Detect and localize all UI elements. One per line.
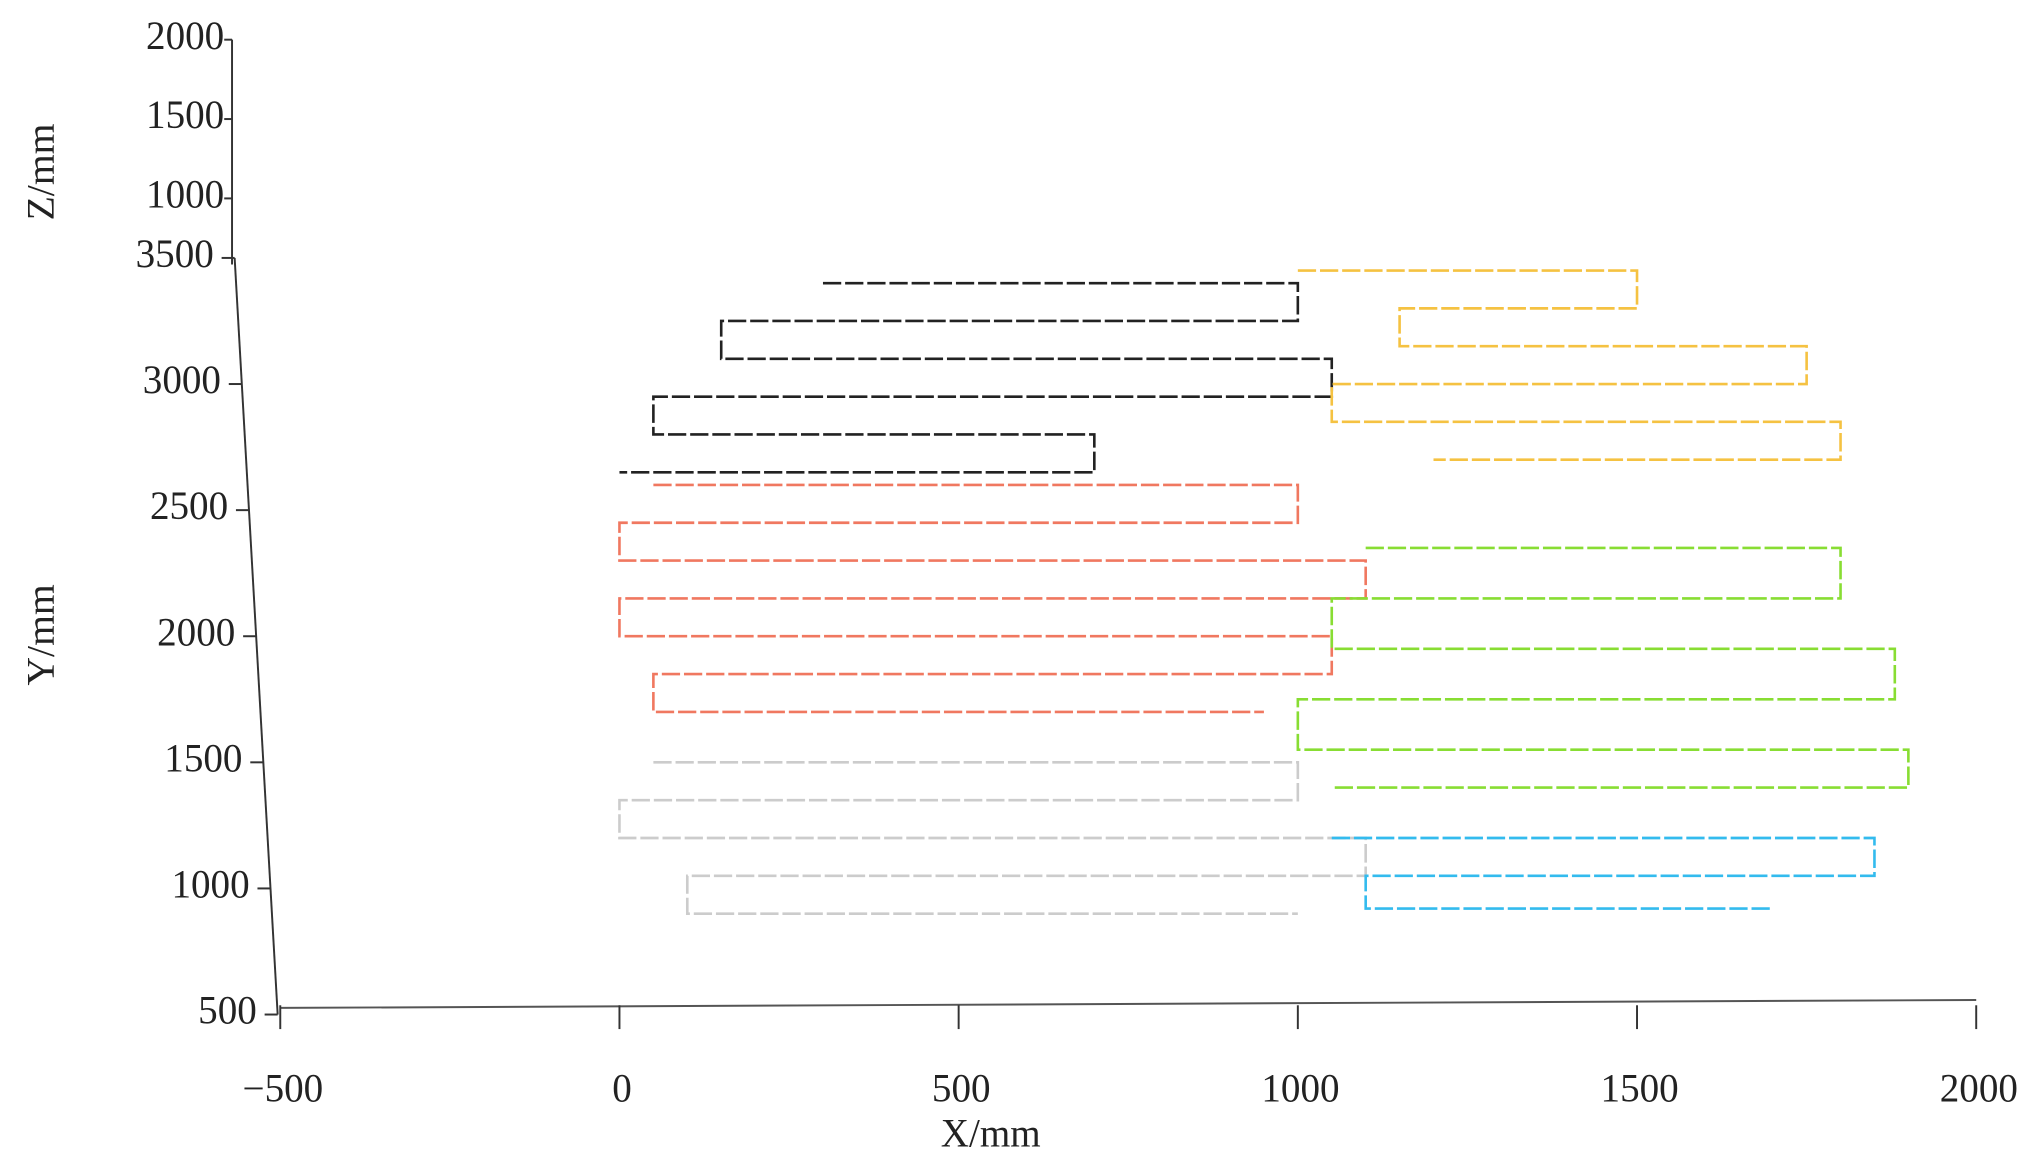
y-tick-label: 1000	[171, 862, 249, 906]
x-axis-label: X/mm	[941, 1111, 1041, 1155]
y-tick-label: 2000	[157, 610, 235, 654]
toolpath	[619, 281, 1334, 474]
toolpath	[618, 483, 1367, 714]
toolpath	[1297, 269, 1842, 462]
y-tick-label: 500	[198, 988, 257, 1032]
x-tick-label: 500	[932, 1066, 991, 1110]
x-tick-label: 0	[612, 1066, 632, 1110]
z-tick-label: 1500	[146, 93, 224, 137]
y-tick-label: 1500	[164, 736, 242, 780]
x-axis-line	[280, 998, 1977, 1009]
x-tick-label: 1500	[1601, 1066, 1679, 1110]
y-tick-label: 3500	[136, 232, 214, 276]
toolpath	[618, 761, 1367, 915]
y-tick-label: 2500	[150, 484, 228, 528]
z-tick-label: 1000	[146, 172, 224, 216]
x-tick-label: 2000	[1940, 1066, 2018, 1110]
x-tick-label: −500	[243, 1066, 324, 1110]
x-tick-label: 1000	[1261, 1066, 1339, 1110]
z-tick-label: 2000	[146, 14, 224, 58]
y-axis-label: Y/mm	[19, 584, 63, 686]
y-tick-label: 3000	[143, 358, 221, 402]
toolpath	[1296, 546, 1910, 789]
z-axis-label: Z/mm	[19, 123, 63, 220]
toolpath	[1331, 836, 1876, 910]
